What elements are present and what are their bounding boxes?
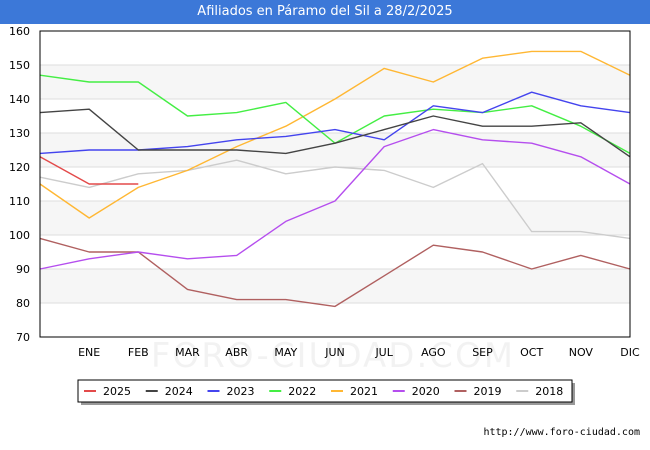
legend-label-2022: 2022 [288, 385, 316, 398]
x-tick-label: MAR [175, 346, 200, 359]
plot-frame [39, 30, 631, 338]
x-tick-label: SEP [472, 346, 493, 359]
watermark-text: FORO-CIUDAD.COM [151, 336, 515, 376]
series-line-2024 [39, 108, 631, 158]
x-tick-label: ABR [225, 346, 248, 359]
y-tick-label: 130 [9, 127, 30, 140]
x-tick-label: OCT [520, 346, 543, 359]
legend-label-2024: 2024 [165, 385, 193, 398]
x-tick-label: AGO [421, 346, 446, 359]
series-line-2018 [39, 159, 631, 240]
y-tick-label: 160 [9, 25, 30, 38]
x-tick-label: FEB [128, 346, 149, 359]
y-tick-label: 80 [16, 297, 30, 310]
legend-label-2025: 2025 [103, 385, 131, 398]
chart-title: Afiliados en Páramo del Sil a 28/2/2025 [0, 0, 650, 24]
legend-box [77, 379, 573, 403]
legend-label-2021: 2021 [350, 385, 378, 398]
series-line-2020 [39, 128, 631, 270]
legend-label-2018: 2018 [535, 385, 563, 398]
y-tick-label: 110 [9, 195, 30, 208]
y-tick-label: 90 [16, 263, 30, 276]
x-tick-label: JUL [374, 346, 393, 359]
y-tick-label: 100 [9, 229, 30, 242]
source-url: http://www.foro-ciudad.com [483, 427, 640, 438]
y-axis-ticks: 70 80 90 100 110 120 130 140 150 160 [9, 25, 30, 344]
y-tick-label: 150 [9, 59, 30, 72]
legend-label-2020: 2020 [412, 385, 440, 398]
series-lines [39, 50, 631, 308]
grid-band [40, 269, 630, 303]
x-tick-label: ENE [78, 346, 100, 359]
y-tick-label: 70 [16, 331, 30, 344]
legend-label-2023: 2023 [227, 385, 255, 398]
x-tick-label: NOV [569, 346, 594, 359]
x-axis-ticks: ENE FEB MAR ABR MAY JUN JUL AGO SEP OCT NOV DIC [78, 346, 640, 359]
y-tick-label: 120 [9, 161, 30, 174]
legend: 2025 2024 2023 2022 2021 2020 2019 2018 [77, 379, 575, 405]
series-line-2021 [39, 50, 631, 219]
x-tick-label: JUN [324, 346, 345, 359]
x-tick-label: MAY [274, 346, 297, 359]
y-tick-label: 140 [9, 93, 30, 106]
x-tick-label: DIC [620, 346, 640, 359]
series-line-2025 [39, 156, 139, 185]
legend-label-2019: 2019 [474, 385, 502, 398]
grid-band [40, 201, 630, 235]
